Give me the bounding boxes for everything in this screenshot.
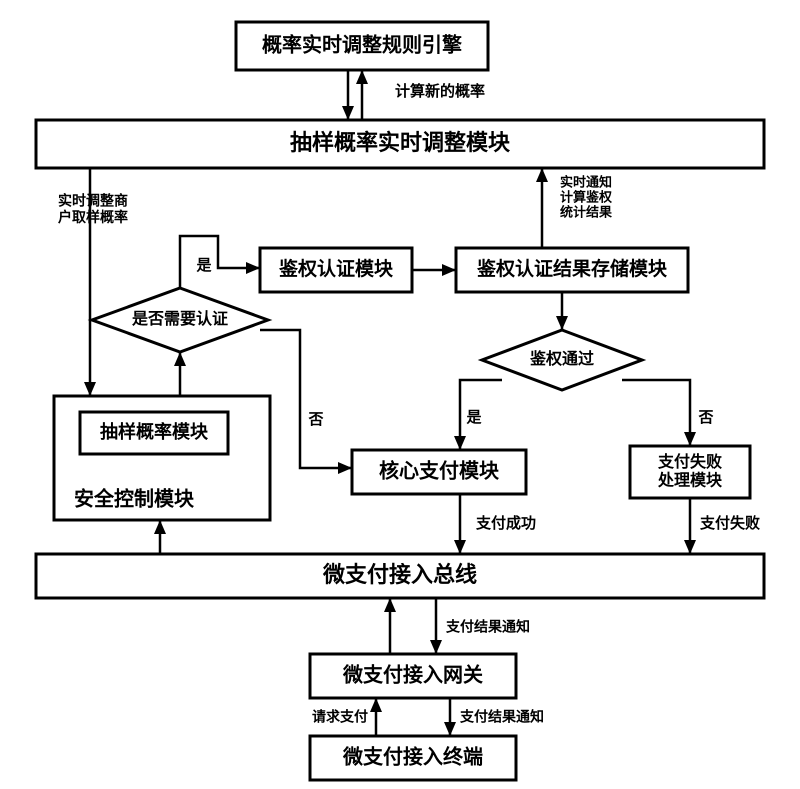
- pay_fail_handle-label: 支付失败: [657, 452, 722, 471]
- auth_pass: 鉴权通过: [482, 330, 642, 390]
- pay_fail_handle: 支付失败处理模块: [630, 446, 750, 498]
- auth_result_store: 鉴权认证结果存储模块: [456, 248, 688, 292]
- e_needauth_no-label: 否: [307, 411, 323, 428]
- e_adjust_to_rules-label: 计算新的概率: [395, 82, 485, 100]
- e_store_to_adjust-label: 计算鉴权: [560, 189, 613, 204]
- e_adjust_to_sec-label: 实时调整商: [58, 193, 128, 209]
- nodes: 概率实时调整规则引擎抽样概率实时调整模块鉴权认证模块 鉴权认证结果存储模块是否需要…: [36, 22, 764, 780]
- sampling_prob-label: 抽样概率模块: [100, 421, 209, 442]
- bus: 微支付接入总线: [36, 554, 764, 598]
- flowchart: 计算新的概率实时调整商户取样概率实时通知计算鉴权统计结果是是否否支付成功支付失败…: [0, 0, 800, 789]
- e_pass_yes-label: 是: [465, 409, 482, 426]
- rules_engine: 概率实时调整规则引擎: [236, 22, 488, 70]
- auth_module: 鉴权认证模块: [260, 248, 412, 292]
- auth_result_store-label: 鉴权认证结果存储模块: [476, 257, 668, 280]
- e_bus_to_gw-label: 支付结果通知: [445, 619, 530, 635]
- e_core_to_bus-label: 支付成功: [475, 514, 536, 532]
- e_store_to_adjust-label: 统计结果: [560, 204, 612, 219]
- auth_module-label: 鉴权认证模块: [278, 257, 394, 280]
- e_gw_to_term-label: 支付结果通知: [459, 709, 544, 725]
- need_auth: 是否需要认证: [92, 288, 268, 352]
- core_pay-label: 核心支付模块: [379, 458, 500, 482]
- core_pay: 核心支付模块: [352, 450, 526, 494]
- auth_pass-label: 鉴权通过: [529, 349, 594, 368]
- e_store_to_adjust-label: 实时通知: [560, 174, 612, 189]
- e_adjust_to_sec-label: 户取样概率: [58, 209, 128, 225]
- adjust_module-label: 抽样概率实时调整模块: [290, 130, 511, 155]
- terminal: 微支付接入终端: [310, 736, 516, 780]
- bus-label: 微支付接入总线: [322, 562, 477, 587]
- e_fail_to_bus-label: 支付失败: [699, 514, 760, 532]
- terminal-label: 微支付接入终端: [342, 744, 483, 768]
- e_pass_no: [622, 380, 690, 446]
- rules_engine-label: 概率实时调整规则引擎: [262, 32, 462, 56]
- e_term_to_gw-label: 请求支付: [312, 709, 368, 725]
- adjust_module: 抽样概率实时调整模块: [36, 120, 764, 168]
- gateway: 微支付接入网关: [310, 654, 516, 698]
- gateway-label: 微支付接入网关: [342, 662, 483, 686]
- need_auth-label: 是否需要认证: [131, 309, 228, 328]
- e_pass_no-label: 否: [697, 409, 713, 426]
- e_needauth_yes: [180, 236, 260, 288]
- security_box-label: 安全控制模块: [74, 486, 195, 510]
- e_needauth_yes-label: 是: [195, 257, 212, 274]
- sampling_prob: 抽样概率模块: [80, 412, 228, 454]
- e_needauth_no: [260, 330, 352, 468]
- pay_fail_handle-label: 处理模块: [657, 470, 723, 489]
